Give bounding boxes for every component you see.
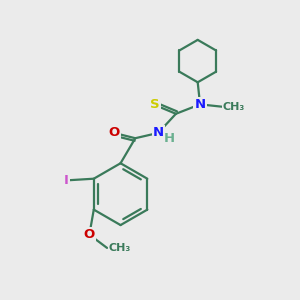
Text: N: N xyxy=(153,126,164,140)
Text: CH₃: CH₃ xyxy=(108,243,130,253)
Text: O: O xyxy=(84,228,95,241)
Text: I: I xyxy=(64,174,68,187)
Text: N: N xyxy=(194,98,206,111)
Text: O: O xyxy=(109,126,120,140)
Text: CH₃: CH₃ xyxy=(222,102,244,112)
Text: H: H xyxy=(164,132,175,145)
Text: S: S xyxy=(150,98,160,111)
